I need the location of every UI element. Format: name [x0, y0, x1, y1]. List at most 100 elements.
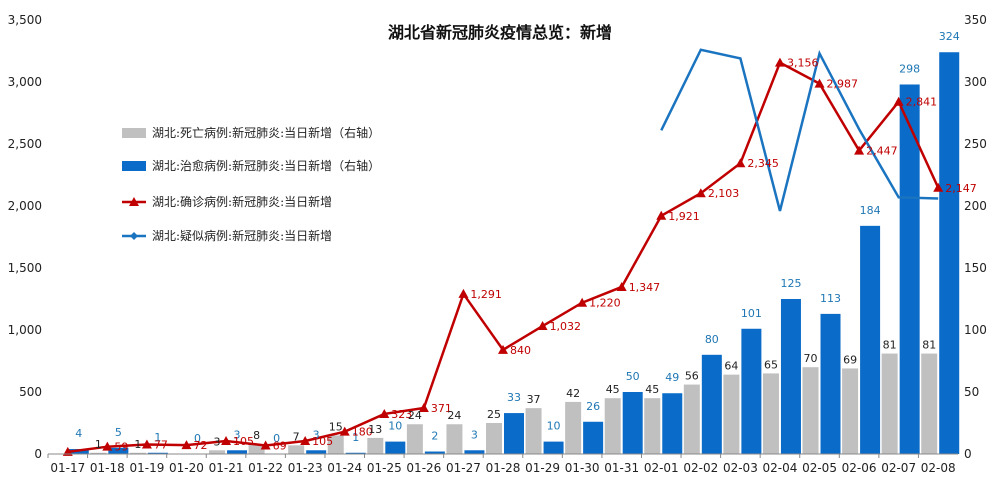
death-bar-02-07: [881, 353, 898, 454]
right-tick-label: 300: [964, 75, 987, 89]
death-bar-01-26: [406, 424, 423, 454]
legend-swatch-1: [122, 161, 146, 171]
death-bar-01-22: [248, 444, 265, 454]
x-tick-label: 01-27: [446, 461, 481, 475]
confirmed-label-01-20: 72: [193, 439, 207, 452]
confirmed-marker-02-06: [854, 145, 865, 155]
confirmed-marker-01-26: [418, 402, 429, 412]
cure-label-02-08: 324: [939, 30, 960, 43]
cure-label-01-30: 26: [586, 400, 600, 413]
x-tick-label: 02-04: [763, 461, 798, 475]
confirmed-label-01-30: 1,220: [589, 297, 621, 310]
x-tick-label: 02-02: [683, 461, 718, 475]
death-label-01-19: 1: [134, 438, 141, 451]
confirmed-marker-02-08: [933, 182, 944, 192]
confirmed-label-01-26: 371: [431, 402, 452, 415]
cure-label-01-24: 1: [352, 431, 359, 444]
death-label-01-22: 8: [253, 429, 260, 442]
x-tick-label: 01-19: [129, 461, 164, 475]
death-bar-01-24: [327, 435, 344, 454]
death-bar-02-02: [683, 384, 700, 454]
confirmed-marker-01-23: [300, 435, 311, 445]
cure-bar-01-25: [385, 441, 406, 454]
confirmed-label-01-25: 323: [391, 408, 412, 421]
death-bar-01-30: [565, 401, 582, 454]
cure-bar-01-29: [543, 441, 564, 454]
bars-layer: [68, 52, 960, 455]
cure-label-01-23: 3: [313, 428, 320, 441]
x-tick-label: 01-28: [486, 461, 521, 475]
cure-label-01-17: 4: [75, 427, 82, 440]
cure-bar-01-21: [227, 450, 248, 454]
cure-bar-01-26: [424, 451, 445, 454]
confirmed-label-02-05: 2,987: [827, 78, 859, 91]
x-tick-label: 02-06: [842, 461, 877, 475]
death-label-01-18: 1: [95, 438, 102, 451]
death-label-01-25: 13: [368, 423, 382, 436]
death-label-02-03: 64: [724, 360, 738, 373]
cure-label-02-02: 80: [705, 333, 719, 346]
confirmed-marker-01-29: [537, 321, 548, 331]
confirmed-marker-02-01: [656, 210, 667, 220]
x-tick-label: 01-22: [248, 461, 283, 475]
confirmed-marker-01-22: [260, 440, 271, 450]
death-label-01-31: 45: [606, 383, 620, 396]
death-label-02-08: 81: [922, 339, 936, 352]
cure-bar-01-31: [622, 392, 643, 454]
death-bar-01-28: [486, 423, 502, 454]
confirmed-label-02-06: 2,447: [866, 145, 898, 158]
death-label-01-28: 25: [487, 408, 501, 421]
cure-bar-01-19: [147, 452, 168, 454]
death-bar-01-19: [129, 452, 146, 454]
cure-bar-02-06: [860, 225, 881, 454]
x-tick-label: 02-03: [723, 461, 758, 475]
x-tick-label: 02-07: [881, 461, 916, 475]
death-bar-01-25: [367, 437, 384, 454]
confirmed-label-02-08: 2,147: [945, 182, 977, 195]
confirmed-marker-01-30: [577, 297, 588, 307]
death-label-01-30: 42: [566, 387, 580, 400]
death-label-01-29: 37: [527, 393, 541, 406]
cure-bar-02-08: [939, 52, 960, 455]
death-label-02-01: 45: [645, 383, 659, 396]
legend-swatch-0: [122, 128, 146, 138]
death-label-01-27: 24: [447, 409, 461, 422]
death-label-02-04: 65: [764, 358, 778, 371]
right-tick-label: 100: [964, 323, 987, 337]
death-bar-01-31: [604, 398, 621, 454]
x-tick-label: 01-31: [604, 461, 639, 475]
x-tick-label: 01-17: [50, 461, 85, 475]
death-bar-02-05: [802, 367, 819, 454]
x-tick-label: 01-29: [525, 461, 560, 475]
axes-layer: 05001,0001,5002,0002,5003,0003,500050100…: [8, 13, 987, 475]
death-label-01-26: 24: [408, 409, 422, 422]
x-tick-label: 02-08: [921, 461, 956, 475]
left-tick-label: 3,500: [8, 13, 42, 27]
cure-label-01-19: 1: [154, 431, 161, 444]
cure-label-01-31: 50: [626, 370, 640, 383]
cure-bar-02-07: [899, 84, 920, 454]
confirmed-marker-01-20: [181, 440, 192, 450]
cure-label-01-18: 5: [115, 426, 122, 439]
left-tick-label: 1,500: [8, 261, 42, 275]
legend-label-1: 湖北:治愈病例:新冠肺炎:当日新增（右轴）: [152, 158, 380, 173]
cure-bar-01-24: [345, 452, 366, 454]
death-bar-01-18: [90, 452, 107, 454]
legend-label-3: 湖北:疑似病例:新冠肺炎:当日新增: [152, 228, 332, 243]
left-tick-label: 500: [19, 385, 42, 399]
x-tick-label: 01-30: [565, 461, 600, 475]
confirmed-marker-01-28: [498, 344, 508, 354]
left-tick-label: 0: [34, 447, 42, 461]
cure-label-02-01: 49: [665, 371, 679, 384]
death-label-02-02: 56: [685, 370, 699, 383]
death-bar-01-21: [209, 450, 226, 454]
legend-marker-2: [129, 197, 139, 206]
confirmed-label-02-07: 2,841: [906, 96, 938, 109]
confirmed-label-01-31: 1,347: [629, 281, 661, 294]
legend-label-2: 湖北:确诊病例:新冠肺炎:当日新增: [152, 194, 332, 209]
cure-label-01-29: 10: [547, 420, 561, 433]
cure-label-01-26: 2: [431, 430, 438, 443]
confirmed-marker-02-07: [893, 96, 904, 106]
left-tick-label: 2,500: [8, 137, 42, 151]
